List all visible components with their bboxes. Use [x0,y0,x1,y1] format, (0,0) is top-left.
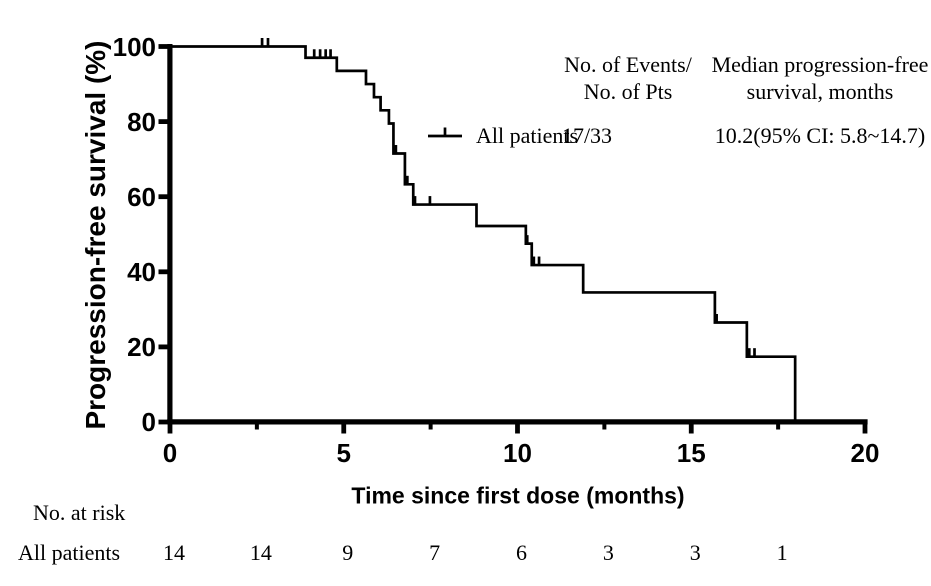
y-tick-label: 0 [141,407,156,437]
risk-value: 7 [429,540,441,565]
events-header-line2: No. of Pts [583,79,673,104]
risk-value: 3 [602,540,614,565]
risk-table-title: No. at risk [33,500,126,525]
median-value: 10.2(95% CI: 5.8~14.7) [714,123,926,148]
y-tick-label: 80 [127,106,156,137]
risk-row-label: All patients [18,540,121,565]
median-header-line1: Median progression-free [711,52,929,77]
events-value: 17/33 [561,123,613,148]
risk-value: 14 [163,540,185,565]
risk-value: 6 [516,540,527,565]
y-tick-label: 20 [127,331,156,362]
events-column-header: No. of Events/ No. of Pts [518,51,738,105]
y-tick-label: 40 [127,256,156,287]
y-axis-title: Progression-free survival (%) [80,40,111,430]
x-tick-label: 20 [850,438,880,468]
legend-label: All patients [476,123,579,148]
y-tick-label: 100 [112,31,156,62]
legend-symbol [428,127,462,138]
risk-value: 14 [249,540,272,565]
median-header-line2: survival, months [746,79,894,104]
x-axis-title: Time since first dose (months) [351,482,685,509]
x-tick-label: 15 [676,438,706,468]
x-tick-label: 5 [336,438,351,468]
km-curve [170,45,797,422]
risk-value: 9 [342,540,354,565]
risk-value: 1 [776,540,788,565]
median-column-header: Median progression-free survival, months [683,51,931,105]
risk-value: 3 [689,540,701,565]
x-tick-label: 10 [503,438,532,468]
y-tick-label: 60 [127,181,156,212]
x-tick-label: 0 [162,438,178,468]
events-header-line1: No. of Events/ [564,52,692,77]
survival-curve-layer [170,38,797,422]
